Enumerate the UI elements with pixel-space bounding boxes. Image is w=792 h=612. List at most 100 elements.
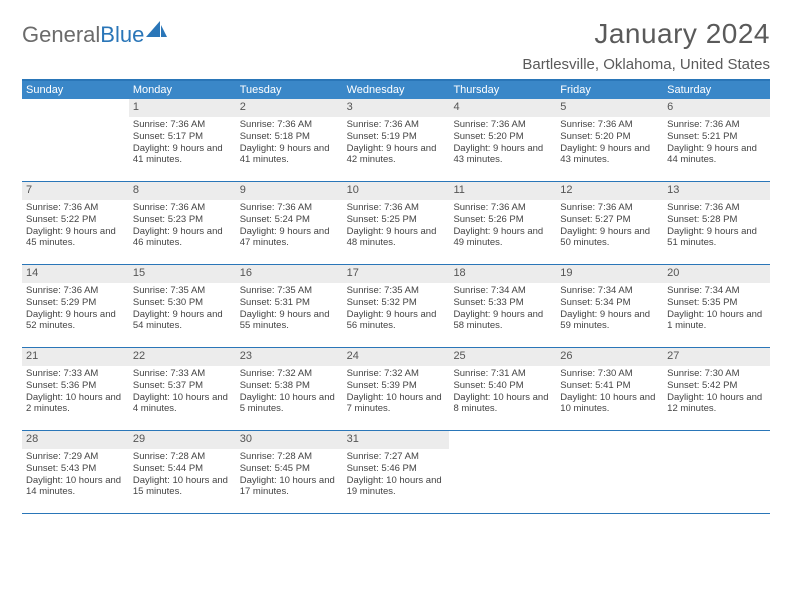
sunrise-text: Sunrise: 7:34 AM <box>560 285 659 297</box>
location-text: Bartlesville, Oklahoma, United States <box>522 56 770 73</box>
day-info: Sunrise: 7:36 AMSunset: 5:25 PMDaylight:… <box>343 200 450 254</box>
daylight-text: Daylight: 9 hours and 48 minutes. <box>347 226 446 250</box>
day-number: 6 <box>663 99 770 117</box>
day-info: Sunrise: 7:32 AMSunset: 5:39 PMDaylight:… <box>343 366 450 420</box>
sunset-text: Sunset: 5:29 PM <box>26 297 125 309</box>
day-info: Sunrise: 7:36 AMSunset: 5:23 PMDaylight:… <box>129 200 236 254</box>
daylight-text: Daylight: 9 hours and 58 minutes. <box>453 309 552 333</box>
sunset-text: Sunset: 5:30 PM <box>133 297 232 309</box>
day-number: 29 <box>129 431 236 449</box>
day-number: 19 <box>556 265 663 283</box>
daylight-text: Daylight: 10 hours and 15 minutes. <box>133 475 232 499</box>
day-info: Sunrise: 7:36 AMSunset: 5:18 PMDaylight:… <box>236 117 343 171</box>
daylight-text: Daylight: 10 hours and 17 minutes. <box>240 475 339 499</box>
weekday-header: Wednesday <box>343 81 450 99</box>
day-cell: 16Sunrise: 7:35 AMSunset: 5:31 PMDayligh… <box>236 265 343 347</box>
sunset-text: Sunset: 5:41 PM <box>560 380 659 392</box>
day-info: Sunrise: 7:34 AMSunset: 5:35 PMDaylight:… <box>663 283 770 337</box>
day-number: 9 <box>236 182 343 200</box>
day-number: 5 <box>556 99 663 117</box>
month-title: January 2024 <box>522 18 770 50</box>
weeks-container: 1Sunrise: 7:36 AMSunset: 5:17 PMDaylight… <box>22 99 770 514</box>
day-number: 16 <box>236 265 343 283</box>
day-cell: 21Sunrise: 7:33 AMSunset: 5:36 PMDayligh… <box>22 348 129 430</box>
sunset-text: Sunset: 5:19 PM <box>347 131 446 143</box>
daylight-text: Daylight: 9 hours and 43 minutes. <box>560 143 659 167</box>
day-cell <box>449 431 556 513</box>
sunrise-text: Sunrise: 7:34 AM <box>667 285 766 297</box>
day-cell: 23Sunrise: 7:32 AMSunset: 5:38 PMDayligh… <box>236 348 343 430</box>
daylight-text: Daylight: 9 hours and 54 minutes. <box>133 309 232 333</box>
daylight-text: Daylight: 10 hours and 14 minutes. <box>26 475 125 499</box>
daylight-text: Daylight: 10 hours and 19 minutes. <box>347 475 446 499</box>
daylight-text: Daylight: 10 hours and 10 minutes. <box>560 392 659 416</box>
day-info: Sunrise: 7:34 AMSunset: 5:33 PMDaylight:… <box>449 283 556 337</box>
day-cell: 18Sunrise: 7:34 AMSunset: 5:33 PMDayligh… <box>449 265 556 347</box>
day-cell: 30Sunrise: 7:28 AMSunset: 5:45 PMDayligh… <box>236 431 343 513</box>
day-cell <box>556 431 663 513</box>
day-cell: 22Sunrise: 7:33 AMSunset: 5:37 PMDayligh… <box>129 348 236 430</box>
day-number: 2 <box>236 99 343 117</box>
sunset-text: Sunset: 5:35 PM <box>667 297 766 309</box>
weekday-header: Saturday <box>663 81 770 99</box>
daylight-text: Daylight: 9 hours and 45 minutes. <box>26 226 125 250</box>
day-cell: 25Sunrise: 7:31 AMSunset: 5:40 PMDayligh… <box>449 348 556 430</box>
sunrise-text: Sunrise: 7:35 AM <box>347 285 446 297</box>
daylight-text: Daylight: 9 hours and 49 minutes. <box>453 226 552 250</box>
day-info: Sunrise: 7:31 AMSunset: 5:40 PMDaylight:… <box>449 366 556 420</box>
sunrise-text: Sunrise: 7:31 AM <box>453 368 552 380</box>
weekday-header-row: Sunday Monday Tuesday Wednesday Thursday… <box>22 81 770 99</box>
sunset-text: Sunset: 5:31 PM <box>240 297 339 309</box>
daylight-text: Daylight: 9 hours and 59 minutes. <box>560 309 659 333</box>
daylight-text: Daylight: 9 hours and 43 minutes. <box>453 143 552 167</box>
day-cell: 29Sunrise: 7:28 AMSunset: 5:44 PMDayligh… <box>129 431 236 513</box>
daylight-text: Daylight: 10 hours and 8 minutes. <box>453 392 552 416</box>
day-info: Sunrise: 7:30 AMSunset: 5:41 PMDaylight:… <box>556 366 663 420</box>
sunset-text: Sunset: 5:38 PM <box>240 380 339 392</box>
sunrise-text: Sunrise: 7:33 AM <box>133 368 232 380</box>
day-info: Sunrise: 7:33 AMSunset: 5:36 PMDaylight:… <box>22 366 129 420</box>
week-row: 7Sunrise: 7:36 AMSunset: 5:22 PMDaylight… <box>22 182 770 265</box>
sunrise-text: Sunrise: 7:35 AM <box>240 285 339 297</box>
title-block: January 2024 Bartlesville, Oklahoma, Uni… <box>522 18 770 73</box>
daylight-text: Daylight: 9 hours and 41 minutes. <box>133 143 232 167</box>
day-number: 18 <box>449 265 556 283</box>
day-info: Sunrise: 7:35 AMSunset: 5:30 PMDaylight:… <box>129 283 236 337</box>
day-cell: 15Sunrise: 7:35 AMSunset: 5:30 PMDayligh… <box>129 265 236 347</box>
sunset-text: Sunset: 5:23 PM <box>133 214 232 226</box>
day-cell: 27Sunrise: 7:30 AMSunset: 5:42 PMDayligh… <box>663 348 770 430</box>
sunset-text: Sunset: 5:42 PM <box>667 380 766 392</box>
sunset-text: Sunset: 5:22 PM <box>26 214 125 226</box>
weekday-header: Thursday <box>449 81 556 99</box>
sunset-text: Sunset: 5:17 PM <box>133 131 232 143</box>
day-cell: 8Sunrise: 7:36 AMSunset: 5:23 PMDaylight… <box>129 182 236 264</box>
day-cell: 10Sunrise: 7:36 AMSunset: 5:25 PMDayligh… <box>343 182 450 264</box>
sunrise-text: Sunrise: 7:30 AM <box>560 368 659 380</box>
day-cell: 5Sunrise: 7:36 AMSunset: 5:20 PMDaylight… <box>556 99 663 181</box>
weekday-header: Friday <box>556 81 663 99</box>
day-number: 30 <box>236 431 343 449</box>
day-info: Sunrise: 7:32 AMSunset: 5:38 PMDaylight:… <box>236 366 343 420</box>
day-info: Sunrise: 7:36 AMSunset: 5:21 PMDaylight:… <box>663 117 770 171</box>
page-header: GeneralBlue January 2024 Bartlesville, O… <box>22 18 770 73</box>
sunset-text: Sunset: 5:24 PM <box>240 214 339 226</box>
sunset-text: Sunset: 5:36 PM <box>26 380 125 392</box>
sunset-text: Sunset: 5:20 PM <box>560 131 659 143</box>
sunrise-text: Sunrise: 7:36 AM <box>667 202 766 214</box>
weekday-header: Monday <box>129 81 236 99</box>
daylight-text: Daylight: 9 hours and 50 minutes. <box>560 226 659 250</box>
week-row: 21Sunrise: 7:33 AMSunset: 5:36 PMDayligh… <box>22 348 770 431</box>
day-cell: 12Sunrise: 7:36 AMSunset: 5:27 PMDayligh… <box>556 182 663 264</box>
day-info: Sunrise: 7:36 AMSunset: 5:27 PMDaylight:… <box>556 200 663 254</box>
daylight-text: Daylight: 10 hours and 12 minutes. <box>667 392 766 416</box>
daylight-text: Daylight: 9 hours and 46 minutes. <box>133 226 232 250</box>
daylight-text: Daylight: 9 hours and 47 minutes. <box>240 226 339 250</box>
sunrise-text: Sunrise: 7:33 AM <box>26 368 125 380</box>
day-cell: 4Sunrise: 7:36 AMSunset: 5:20 PMDaylight… <box>449 99 556 181</box>
daylight-text: Daylight: 9 hours and 52 minutes. <box>26 309 125 333</box>
sunrise-text: Sunrise: 7:32 AM <box>347 368 446 380</box>
sunset-text: Sunset: 5:20 PM <box>453 131 552 143</box>
day-number: 1 <box>129 99 236 117</box>
day-info: Sunrise: 7:36 AMSunset: 5:20 PMDaylight:… <box>556 117 663 171</box>
daylight-text: Daylight: 10 hours and 5 minutes. <box>240 392 339 416</box>
